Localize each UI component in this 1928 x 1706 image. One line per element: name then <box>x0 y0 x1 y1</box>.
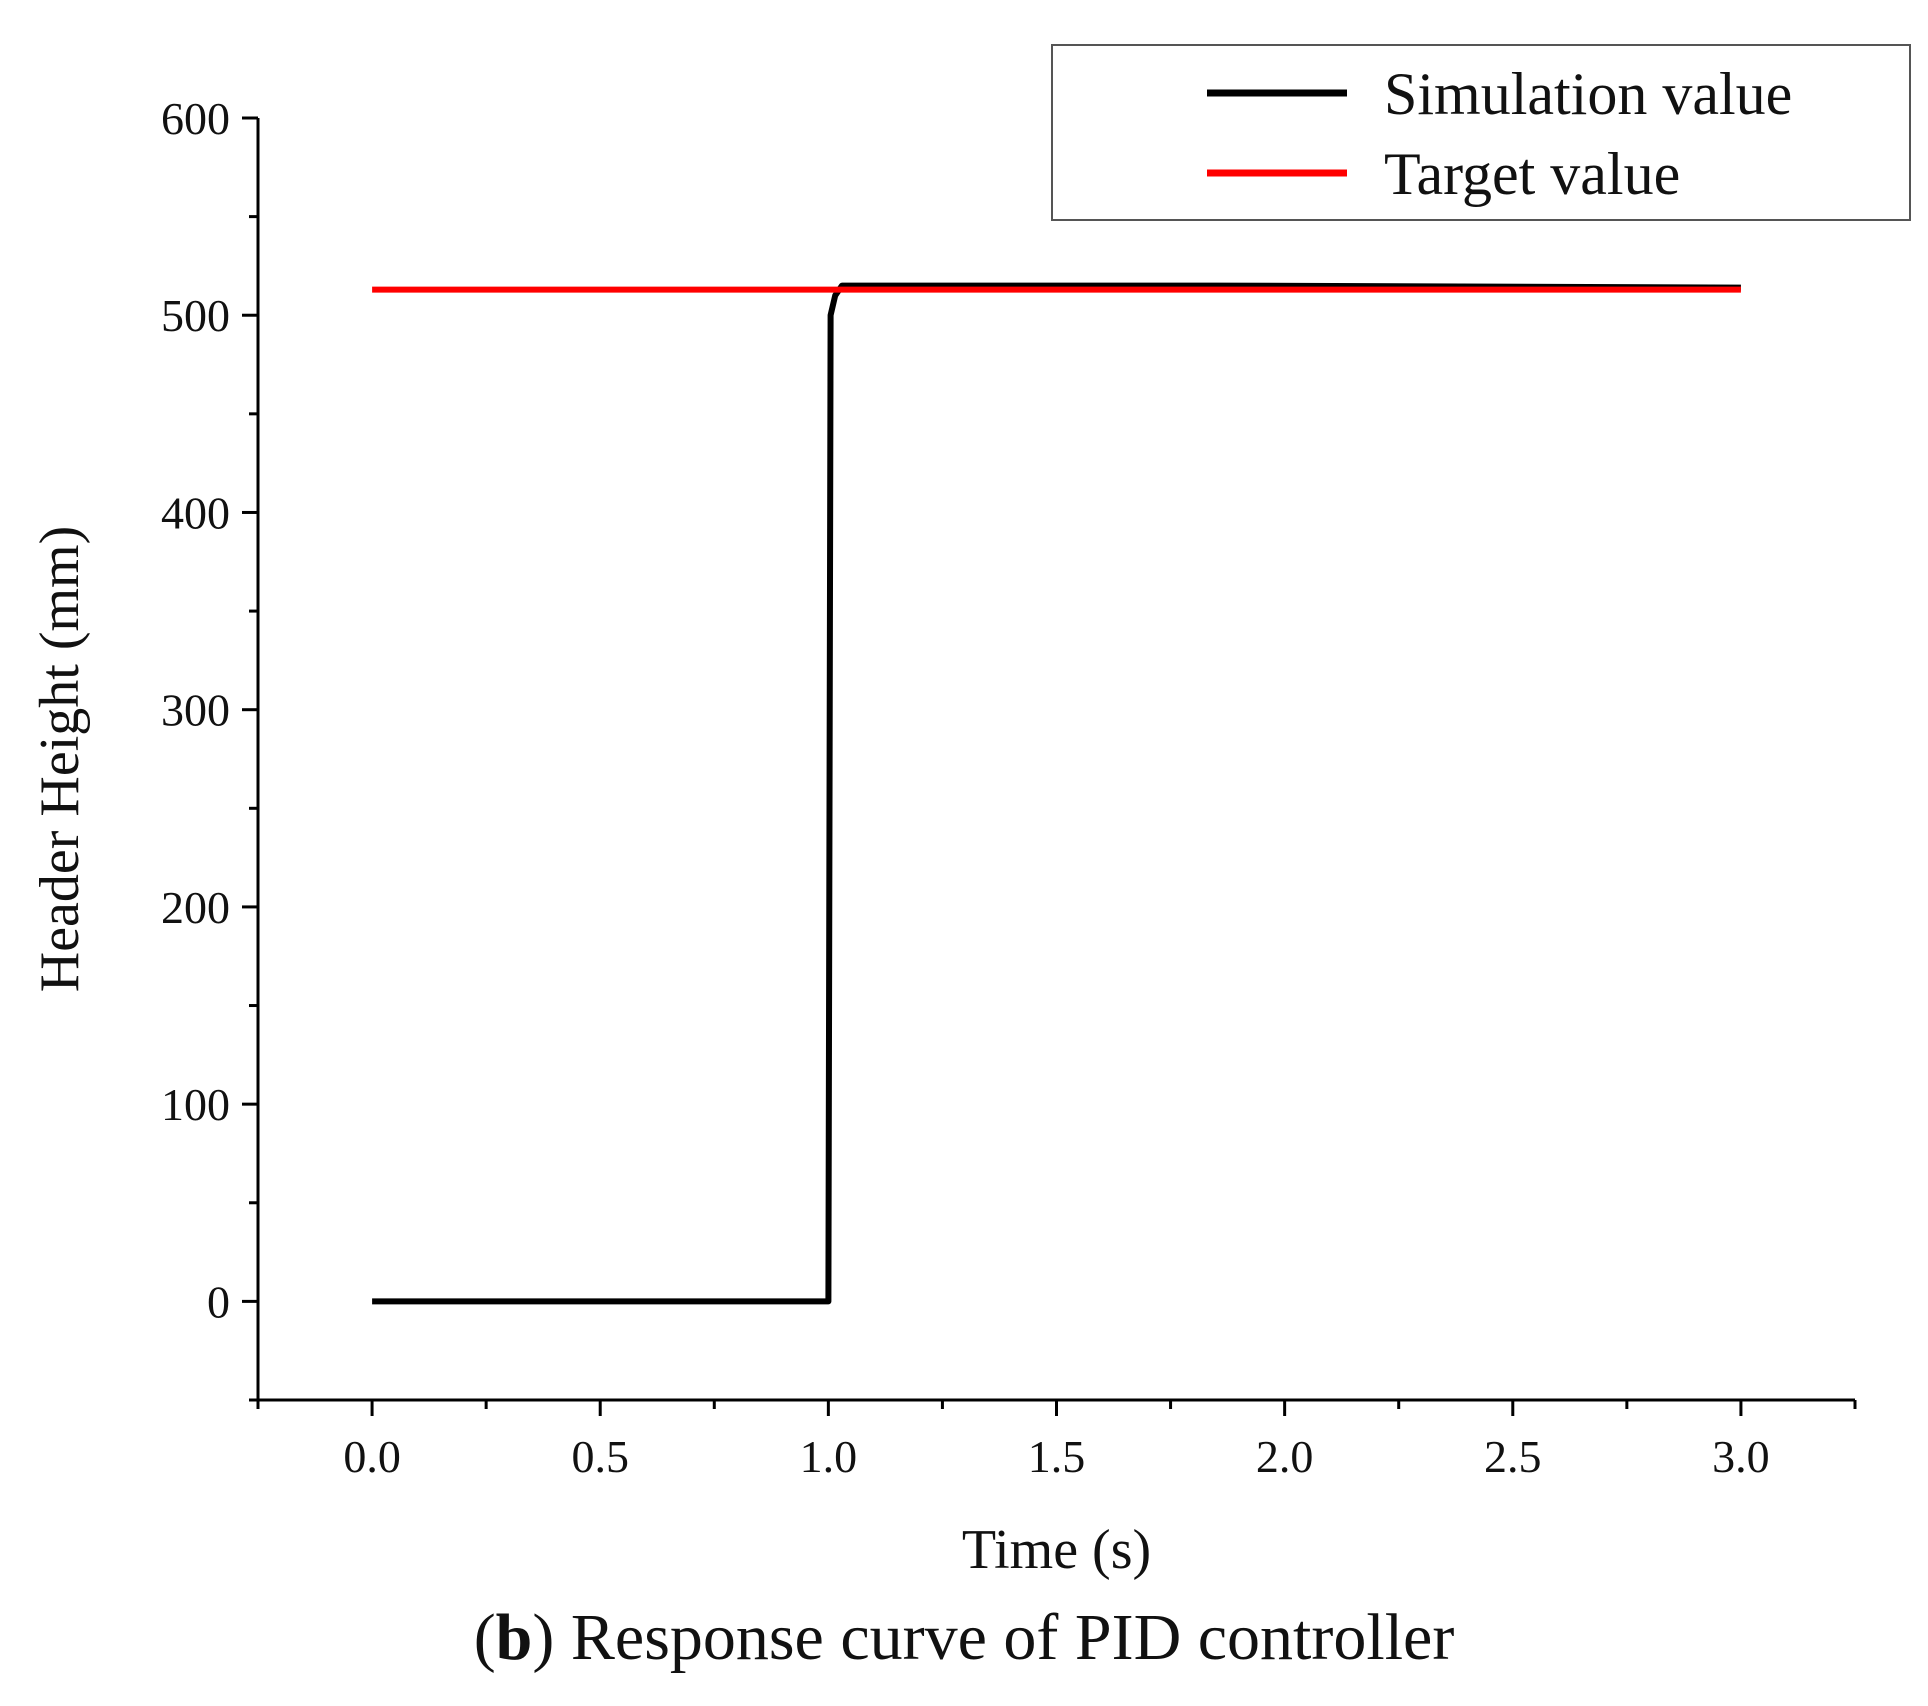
x-tick-label: 0.5 <box>571 1431 629 1482</box>
legend-label-simulation-value: Simulation value <box>1384 61 1792 127</box>
series-layer <box>372 282 1741 1305</box>
y-axis-label: Header Height (mm) <box>29 526 91 992</box>
x-tick-label: 1.0 <box>800 1431 858 1482</box>
legend-box <box>1051 44 1911 221</box>
y-tick-label: 100 <box>161 1079 230 1130</box>
x-axis-label: Time (s) <box>962 1519 1151 1581</box>
response-chart: 0 100 200 300 400 500 600 0.0 0.5 1.0 1.5 2.0 2.5 3.0… <box>29 44 1911 1581</box>
x-tick-label: 0.0 <box>343 1431 401 1482</box>
y-tick-label: 600 <box>161 93 230 144</box>
legend-label-target-value: Target value <box>1384 141 1680 207</box>
x-tick-label: 3.0 <box>1712 1431 1770 1482</box>
x-tick-label: 2.5 <box>1484 1431 1542 1482</box>
figure-caption: (b) Response curve of PID controller <box>473 1601 1455 1674</box>
y-tick-label: 300 <box>161 685 230 736</box>
y-tick-label: 500 <box>161 290 230 341</box>
axes: 0 100 200 300 400 500 600 0.0 0.5 1.0 1.5 2.0 2.5 3.0 <box>161 93 1857 1482</box>
legend: Simulation value Target value <box>1051 44 1911 221</box>
caption-label: b <box>495 1601 533 1674</box>
caption-text: Response curve of PID controller <box>570 1601 1455 1674</box>
y-tick-label: 400 <box>161 487 230 538</box>
x-tick-label: 2.0 <box>1256 1431 1314 1482</box>
y-tick-label: 0 <box>207 1276 230 1327</box>
x-tick-label: 1.5 <box>1028 1431 1086 1482</box>
y-tick-label: 200 <box>161 882 230 933</box>
series-line-simulation-value <box>372 282 1741 1305</box>
